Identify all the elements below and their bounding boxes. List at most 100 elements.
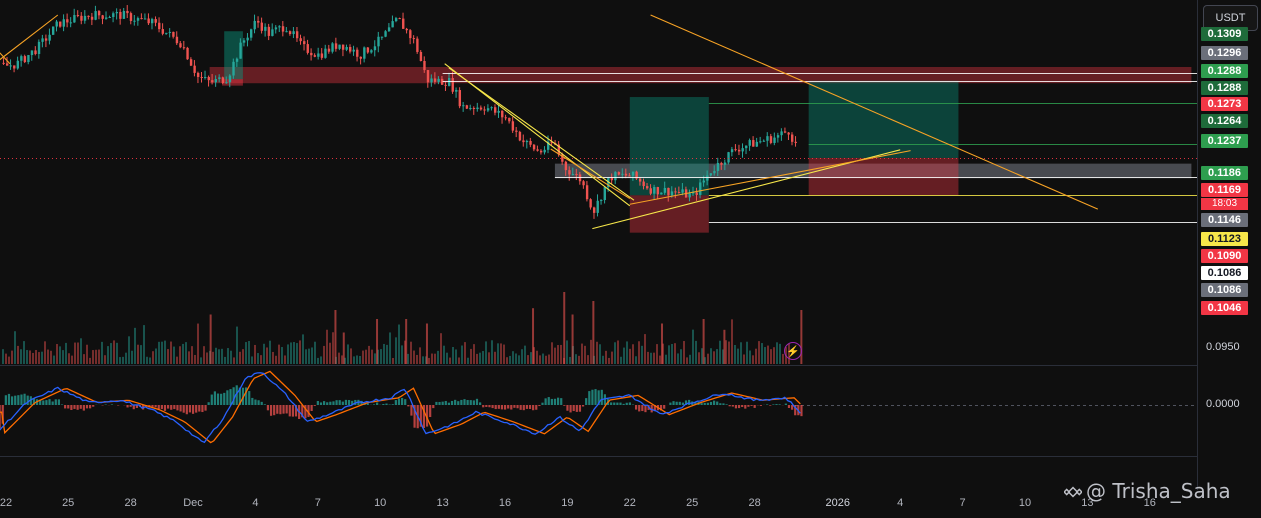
zone-small-red bbox=[222, 79, 243, 86]
macd-histogram-bar bbox=[382, 403, 385, 405]
macd-histogram-bar bbox=[276, 405, 279, 414]
candle-body bbox=[345, 47, 348, 50]
macd-histogram-bar bbox=[737, 405, 741, 409]
volume-bar bbox=[722, 349, 724, 364]
macd-histogram-bar bbox=[410, 405, 413, 416]
macd-histogram-bar bbox=[441, 401, 444, 405]
volume-bar bbox=[116, 342, 118, 364]
macd-histogram-bar bbox=[11, 396, 14, 405]
volume-bar bbox=[368, 345, 370, 364]
macd-histogram-bar bbox=[613, 402, 616, 405]
macd-histogram-bar bbox=[269, 405, 273, 416]
macd-histogram-bar bbox=[319, 402, 323, 405]
candle-body bbox=[83, 15, 87, 21]
candle-body bbox=[493, 107, 497, 113]
candle-body bbox=[663, 187, 667, 193]
macd-histogram-bar bbox=[338, 400, 341, 405]
volume-bar bbox=[650, 352, 652, 364]
candle-body bbox=[253, 20, 256, 30]
volume-bar bbox=[14, 331, 16, 364]
candle-body bbox=[105, 17, 108, 19]
candle-body bbox=[16, 60, 20, 69]
macd-histogram-bar bbox=[450, 400, 454, 405]
macd-histogram-bar bbox=[188, 405, 192, 413]
volume-bar bbox=[389, 332, 391, 364]
macd-histogram-bar bbox=[223, 392, 226, 405]
volume-bar bbox=[506, 357, 508, 364]
macd-histogram-bar bbox=[182, 405, 185, 413]
volume-bar bbox=[194, 354, 196, 364]
volume-bar bbox=[158, 341, 160, 364]
volume-bar bbox=[77, 342, 79, 364]
candle-body bbox=[239, 42, 242, 59]
macd-histogram-bar bbox=[0, 405, 1, 428]
macd-histogram-bar bbox=[257, 400, 260, 405]
candle-body bbox=[437, 78, 440, 82]
candle-body bbox=[30, 50, 34, 56]
zone-supply bbox=[209, 66, 1192, 84]
candle-body bbox=[695, 192, 698, 195]
volume-bar bbox=[398, 324, 400, 364]
candle-body bbox=[614, 172, 617, 181]
macd-histogram-bar bbox=[23, 393, 26, 405]
candle-body bbox=[483, 109, 486, 111]
macd-histogram-bar bbox=[248, 391, 251, 405]
candle-body bbox=[246, 37, 249, 41]
volume-bar bbox=[140, 345, 142, 364]
candle-body bbox=[455, 90, 458, 92]
volume-bar bbox=[515, 353, 517, 364]
macd-histogram-bar bbox=[251, 397, 254, 405]
candle-body bbox=[426, 70, 430, 83]
watermark: @ Trisha_Saha bbox=[1064, 479, 1231, 503]
candle-body bbox=[727, 152, 730, 163]
volume-bar bbox=[620, 356, 622, 364]
volume-bar bbox=[197, 323, 199, 364]
volume-bar bbox=[665, 354, 667, 364]
macd-histogram-bar bbox=[329, 401, 332, 405]
macd-zero-label: 0.0000 bbox=[1206, 398, 1240, 410]
volume-bar bbox=[376, 319, 379, 364]
bolt-icon[interactable]: ⚡ bbox=[784, 342, 802, 360]
candle-body bbox=[228, 75, 232, 83]
macd-histogram-bar bbox=[288, 405, 291, 417]
macd-histogram-bar bbox=[454, 399, 457, 405]
volume-bar bbox=[482, 351, 484, 364]
candle-body bbox=[656, 187, 660, 195]
volume-bar bbox=[723, 329, 726, 364]
macd-histogram-bar bbox=[794, 405, 797, 416]
volume-bar bbox=[419, 347, 421, 364]
candle-body bbox=[370, 50, 373, 53]
candle-body bbox=[48, 34, 51, 41]
price-label: 0.1273 bbox=[1201, 97, 1248, 111]
candle-body bbox=[179, 43, 182, 48]
macd-histogram-bar bbox=[528, 405, 532, 409]
macd-histogram-bar bbox=[597, 390, 600, 405]
candle-body bbox=[699, 182, 702, 195]
volume-bar bbox=[56, 344, 58, 364]
volume-bar bbox=[305, 349, 307, 364]
candle-body bbox=[660, 192, 663, 195]
macd-histogram-bar bbox=[64, 405, 67, 409]
candle-body bbox=[794, 141, 797, 143]
volume-bar bbox=[479, 352, 481, 364]
volume-bar bbox=[206, 352, 208, 364]
macd-histogram-bar bbox=[684, 400, 688, 405]
volume-bar bbox=[405, 319, 408, 364]
candle-body bbox=[504, 117, 507, 119]
volume-bar bbox=[749, 350, 751, 364]
macd-histogram-bar bbox=[675, 401, 678, 405]
volume-bar bbox=[342, 332, 345, 364]
price-label: 0.1169 bbox=[1201, 183, 1248, 197]
candle-body bbox=[249, 29, 253, 38]
macd-histogram-bar bbox=[413, 405, 416, 428]
candle-body bbox=[755, 141, 759, 147]
candle-body bbox=[204, 77, 207, 79]
macd-histogram-bar bbox=[92, 405, 95, 407]
candle-body bbox=[624, 173, 628, 176]
candle-body bbox=[709, 173, 713, 176]
binance-logo-icon bbox=[1064, 486, 1082, 498]
candle-body bbox=[391, 21, 394, 28]
candle-body bbox=[349, 47, 352, 52]
candle-body bbox=[317, 53, 320, 57]
